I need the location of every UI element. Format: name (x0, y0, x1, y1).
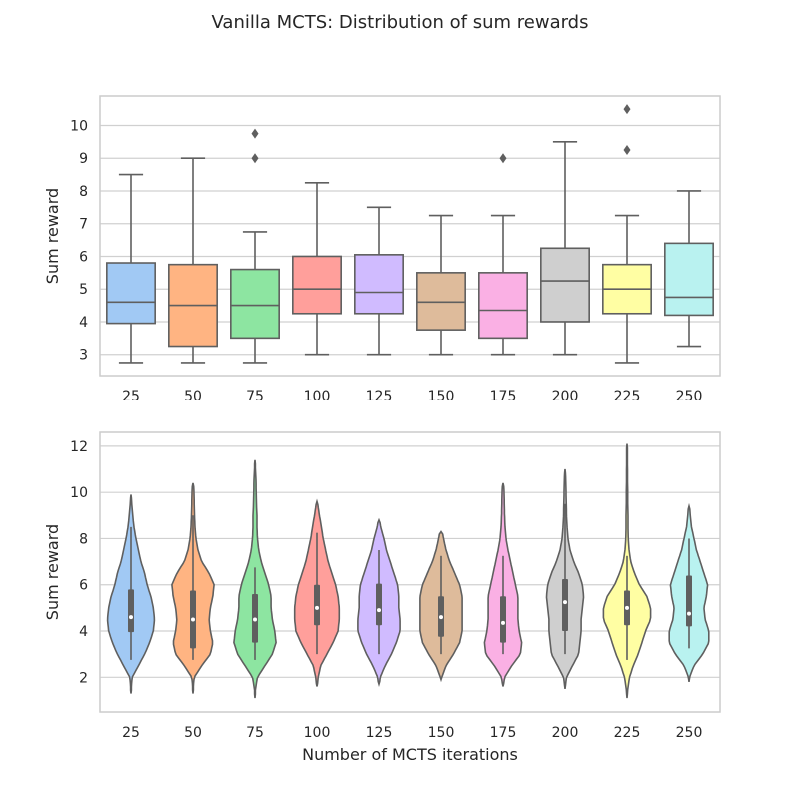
violin-iqr-bar (562, 578, 568, 632)
x-tick-label: 225 (614, 725, 641, 741)
y-tick-label: 4 (79, 624, 88, 640)
x-tick-label: 50 (184, 389, 202, 400)
y-tick-label: 9 (79, 151, 88, 167)
violin-iqr-bar (500, 596, 506, 643)
x-tick-label: 125 (366, 389, 393, 400)
x-tick-label: 25 (122, 389, 140, 400)
x-tick-label: 125 (366, 725, 393, 741)
violin-median-point (377, 608, 381, 613)
y-tick-label: 8 (79, 531, 88, 547)
violin-median-point (625, 605, 629, 610)
box-outlier-point (623, 145, 631, 156)
box-plot-chart: 345678910255075100125150175200225250Numb… (43, 95, 721, 400)
x-tick-label: 150 (428, 389, 455, 400)
violin-median-point (563, 600, 567, 605)
y-tick-label: 8 (79, 184, 88, 200)
violin-median-point (129, 615, 133, 620)
x-tick-label: 200 (552, 725, 579, 741)
x-tick-label: 25 (122, 725, 140, 741)
y-tick-label: 6 (79, 578, 88, 594)
violin-iqr-bar (686, 575, 692, 627)
x-tick-label: 200 (552, 389, 579, 400)
violin-median-point (253, 617, 257, 622)
x-tick-label: 250 (676, 389, 703, 400)
violin-median-point (191, 617, 195, 622)
y-tick-label: 3 (79, 348, 88, 364)
box-body (478, 272, 528, 340)
plot-frame (99, 95, 721, 377)
box-body (664, 242, 714, 317)
violin-median-point (501, 620, 505, 625)
x-tick-label: 175 (490, 389, 517, 400)
violin-iqr-bar (314, 584, 320, 626)
box-outlier-point (623, 104, 631, 115)
box-body (230, 268, 280, 340)
plot-frame (99, 431, 721, 713)
x-axis-label: Number of MCTS iterations (302, 745, 518, 764)
y-tick-label: 2 (79, 670, 88, 686)
y-tick-label: 4 (79, 315, 88, 331)
figure-title: Vanilla MCTS: Distribution of sum reward… (211, 12, 589, 33)
violin-median-point (687, 611, 691, 616)
x-tick-label: 50 (184, 725, 202, 741)
x-tick-label: 75 (246, 725, 264, 741)
y-axis-label: Sum reward (43, 524, 62, 620)
box-body (354, 254, 404, 315)
y-tick-label: 7 (79, 217, 88, 233)
y-tick-label: 10 (70, 485, 88, 501)
box-body (416, 272, 466, 331)
x-tick-label: 250 (676, 725, 703, 741)
violin-median-point (439, 615, 443, 620)
box-body (540, 247, 590, 323)
box-body (106, 262, 156, 325)
box-outlier-point (251, 128, 259, 139)
y-axis-label: Sum reward (43, 188, 62, 284)
y-tick-label: 12 (70, 439, 88, 455)
violin-median-point (315, 605, 319, 610)
x-tick-label: 150 (428, 725, 455, 741)
box-body (292, 255, 342, 315)
y-tick-label: 6 (79, 249, 88, 265)
x-tick-label: 75 (246, 389, 264, 400)
violin-iqr-bar (376, 583, 382, 626)
violin-iqr-bar (128, 589, 134, 633)
x-tick-label: 100 (304, 389, 331, 400)
x-tick-label: 175 (490, 725, 517, 741)
y-tick-label: 5 (79, 282, 88, 298)
box-outlier-point (499, 153, 507, 164)
box-outlier-point (251, 153, 259, 164)
x-tick-label: 225 (614, 389, 641, 400)
x-tick-label: 100 (304, 725, 331, 741)
violin-plot-chart: 2 4 6 8 10 12 25 50 75 100 125 150 175 200 225 250 Numbe… (43, 431, 721, 764)
y-tick-label: 10 (70, 118, 88, 134)
